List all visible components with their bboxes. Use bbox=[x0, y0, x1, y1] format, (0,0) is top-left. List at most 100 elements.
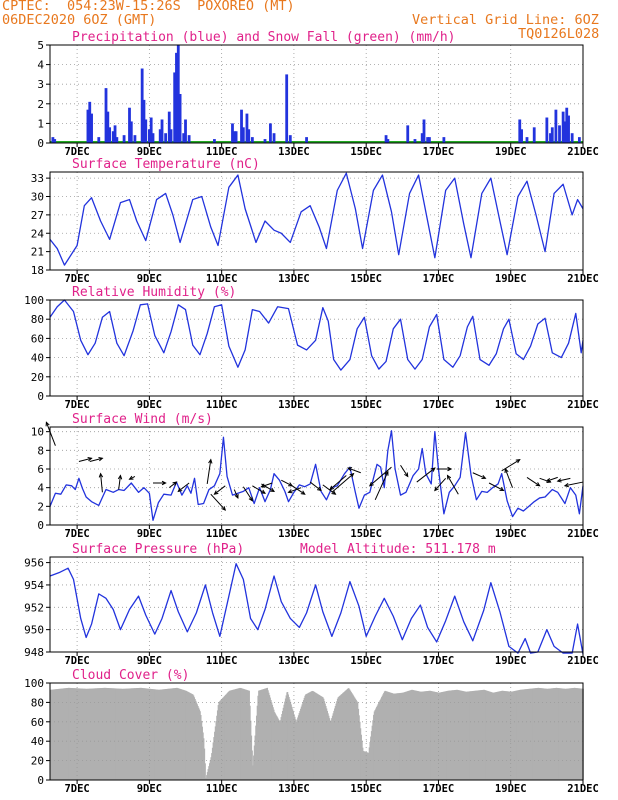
cloud-bar bbox=[146, 688, 148, 780]
cloud-bar bbox=[443, 691, 445, 780]
cloud-bar bbox=[320, 695, 322, 780]
x-tick-label: 21DEC bbox=[567, 783, 599, 795]
cloud-bar bbox=[568, 688, 571, 780]
cloud-bar bbox=[177, 688, 179, 780]
cloud-bar bbox=[365, 752, 368, 780]
wind-arrow-head bbox=[270, 487, 276, 492]
cloud-bar bbox=[143, 688, 146, 780]
cloud-bar bbox=[138, 687, 140, 780]
x-tick-label: 15DEC bbox=[350, 146, 382, 158]
cloud-bar bbox=[256, 705, 258, 780]
cloud-bar bbox=[182, 689, 184, 780]
wind-arrow-head bbox=[213, 490, 219, 495]
cloud-bar bbox=[223, 696, 225, 780]
cloud-bar bbox=[402, 692, 404, 780]
cloud-bar bbox=[266, 688, 268, 780]
precip-bar bbox=[532, 127, 536, 143]
precip-bar bbox=[570, 133, 574, 143]
cloud-bar bbox=[542, 688, 544, 780]
cloud-bar bbox=[551, 688, 553, 780]
cloud-bar bbox=[208, 766, 210, 780]
precip-bar bbox=[247, 129, 251, 143]
precip-bar bbox=[234, 131, 238, 143]
cloud-bar bbox=[184, 690, 186, 780]
cloud-bar bbox=[157, 689, 159, 780]
cloud-bar bbox=[444, 691, 446, 780]
cloud-bar bbox=[274, 712, 276, 780]
cloud-bar bbox=[349, 689, 351, 780]
cloud-bar bbox=[305, 694, 308, 780]
cloud-bar bbox=[395, 693, 397, 780]
cloud-bar bbox=[360, 728, 362, 780]
cloud-bar bbox=[436, 692, 438, 780]
cloud-bar bbox=[154, 689, 156, 780]
cloud-bar bbox=[352, 694, 354, 780]
cloud-bar bbox=[107, 688, 110, 780]
wind-arrow-head bbox=[563, 482, 569, 488]
cloud-bar bbox=[216, 715, 218, 780]
cloud-bar bbox=[425, 691, 428, 780]
cloud-bar bbox=[209, 763, 211, 780]
cloud-bar bbox=[448, 690, 450, 780]
cloud-bar bbox=[79, 688, 81, 780]
cloud-bar bbox=[88, 688, 90, 780]
cloud-bar bbox=[193, 697, 196, 780]
cloud-bar bbox=[450, 690, 452, 780]
cloud-bar bbox=[575, 688, 577, 780]
cloud-bar bbox=[328, 718, 331, 780]
cloud-bar bbox=[423, 691, 425, 780]
cloud-bar bbox=[308, 692, 310, 780]
plot-area bbox=[50, 557, 583, 652]
cloud-bar bbox=[375, 708, 377, 780]
cloud-bar bbox=[334, 706, 336, 780]
cloud-bar bbox=[368, 747, 370, 780]
cloud-bar bbox=[276, 717, 279, 780]
cloud-bar bbox=[277, 718, 279, 780]
cloud-bar bbox=[367, 752, 370, 780]
panel-5: 0 20 40 60 80 100 7DEC 9DEC 11DEC 13DEC 15DEC 17DEC… bbox=[24, 668, 599, 795]
cloud-bar bbox=[100, 688, 102, 780]
cloud-bar bbox=[185, 690, 187, 780]
cloud-bar bbox=[521, 689, 523, 780]
cloud-bar bbox=[264, 688, 266, 780]
series-line bbox=[49, 563, 584, 655]
cloud-bar bbox=[249, 705, 251, 780]
cloud-bar bbox=[131, 688, 133, 780]
cloud-bar bbox=[353, 696, 355, 780]
cloud-bar bbox=[560, 688, 563, 780]
cloud-bar bbox=[506, 691, 508, 780]
cloud-bar bbox=[147, 688, 149, 780]
cloud-bar bbox=[110, 688, 112, 780]
cloud-bar bbox=[418, 691, 420, 780]
cloud-bar bbox=[433, 691, 435, 780]
x-tick-label: 17DEC bbox=[423, 399, 455, 411]
cloud-bar bbox=[532, 688, 534, 780]
cloud-bar bbox=[552, 688, 554, 780]
cloud-bar bbox=[433, 691, 435, 780]
cloud-bar bbox=[413, 690, 415, 780]
wind-arrow-head bbox=[234, 493, 239, 499]
cloud-bar bbox=[321, 696, 323, 780]
y-tick-label: 40 bbox=[31, 352, 44, 365]
cloud-bar bbox=[566, 688, 568, 780]
x-tick-label: 9DEC bbox=[137, 655, 162, 667]
cloud-bar bbox=[159, 689, 162, 780]
cloud-bar bbox=[123, 688, 125, 780]
cloud-bar bbox=[479, 690, 481, 780]
cloud-bar bbox=[279, 721, 281, 780]
wind-arrow bbox=[546, 476, 558, 482]
wind-arrow bbox=[447, 475, 459, 495]
cloud-bar bbox=[581, 688, 583, 780]
wind-arrow-head bbox=[248, 496, 253, 502]
cloud-bar bbox=[338, 696, 340, 780]
cloud-bar bbox=[135, 688, 137, 780]
cloud-bar bbox=[75, 688, 77, 780]
cloud-bar bbox=[70, 688, 73, 780]
cloud-bar bbox=[281, 714, 283, 780]
cloud-bar bbox=[455, 689, 457, 780]
cloud-bar bbox=[579, 688, 581, 780]
cloud-bar bbox=[396, 693, 399, 780]
cloud-bar bbox=[201, 720, 203, 780]
cloud-bar bbox=[330, 720, 332, 780]
precip-bar bbox=[561, 111, 565, 143]
